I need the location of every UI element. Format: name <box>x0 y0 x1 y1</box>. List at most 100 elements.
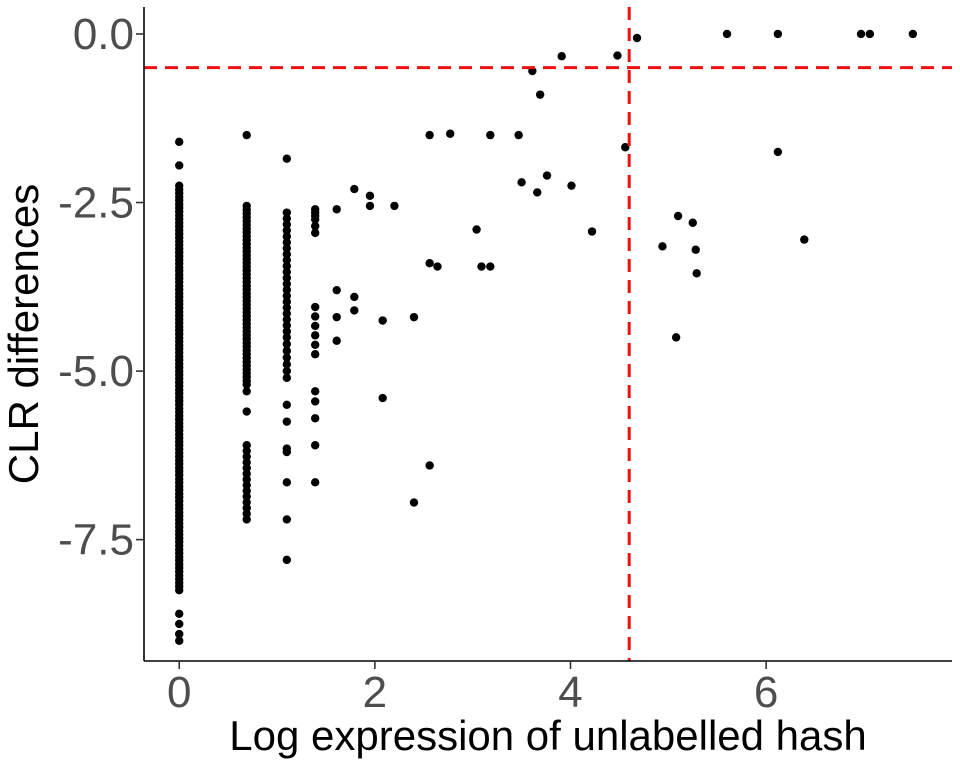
x-tick-label: 4 <box>558 668 582 717</box>
data-point <box>282 417 292 426</box>
data-point <box>671 333 681 342</box>
data-point <box>282 447 292 457</box>
data-point <box>692 269 701 278</box>
data-point <box>175 161 184 170</box>
data-point <box>310 478 320 487</box>
data-point <box>310 340 320 349</box>
data-point <box>332 205 341 214</box>
data-point <box>282 232 292 241</box>
y-tick-label: -2.5 <box>58 179 134 228</box>
data-point <box>486 130 495 140</box>
data-point <box>390 201 399 211</box>
data-point <box>409 312 419 322</box>
data-point <box>908 29 918 39</box>
data-point <box>282 208 292 217</box>
reference-lines <box>144 7 952 661</box>
data-point <box>282 244 292 253</box>
data-point <box>175 619 184 629</box>
data-point <box>282 321 292 330</box>
data-point <box>332 336 341 345</box>
data-point <box>773 29 783 39</box>
data-point <box>282 346 292 356</box>
data-point <box>425 130 434 140</box>
data-point <box>542 171 552 180</box>
data-point <box>282 238 292 247</box>
data-point <box>242 407 251 416</box>
data-point <box>587 227 597 236</box>
data-point <box>310 331 320 340</box>
data-point <box>242 515 251 524</box>
data-point <box>282 555 292 565</box>
data-point <box>332 312 341 322</box>
data-point <box>332 285 341 295</box>
data-point <box>282 285 292 295</box>
data-point <box>282 267 292 277</box>
data-point <box>310 387 320 396</box>
data-point <box>282 214 292 223</box>
data-point <box>282 279 292 289</box>
data-point <box>310 211 320 221</box>
data-point <box>282 400 292 409</box>
data-point <box>673 211 683 221</box>
data-point <box>282 303 292 312</box>
data-point <box>310 414 320 423</box>
data-point <box>425 461 434 470</box>
data-point <box>472 225 481 234</box>
data-point <box>282 309 292 318</box>
x-tick-label: 6 <box>754 668 778 717</box>
data-point <box>310 302 320 312</box>
data-point <box>800 235 809 244</box>
y-tick-label: -7.5 <box>58 516 134 565</box>
data-point <box>282 478 292 487</box>
data-point <box>282 515 292 524</box>
data-point <box>567 181 576 190</box>
data-point <box>688 218 697 227</box>
data-point <box>282 273 292 283</box>
data-point <box>310 350 320 359</box>
y-axis-ticks: 0.0 -2.5 -5.0 -7.5 <box>58 10 144 565</box>
data-point <box>282 291 292 300</box>
data-point <box>310 205 320 214</box>
data-point <box>175 609 184 618</box>
data-point <box>310 228 320 238</box>
data-point <box>773 147 783 157</box>
data-point <box>310 397 320 406</box>
data-point <box>282 250 292 259</box>
data-point <box>175 636 184 645</box>
data-point <box>242 380 251 389</box>
data-point <box>533 188 542 197</box>
data-point <box>365 201 375 211</box>
data-point <box>282 339 292 349</box>
data-point <box>486 262 495 271</box>
data-point <box>310 321 320 331</box>
data-point <box>365 191 375 200</box>
data-point <box>621 143 630 152</box>
data-point <box>310 221 320 231</box>
data-point <box>350 292 359 302</box>
data-point <box>865 29 875 39</box>
data-point <box>310 312 320 321</box>
data-point <box>282 220 292 229</box>
data-point <box>658 242 667 251</box>
data-point <box>282 353 292 362</box>
data-point <box>282 154 292 163</box>
data-point <box>350 184 359 194</box>
data-point <box>425 259 434 268</box>
data-point <box>175 629 184 639</box>
y-tick-label: -5.0 <box>58 347 134 396</box>
data-point <box>691 245 700 254</box>
data-point <box>409 498 419 507</box>
points-layer <box>175 29 918 645</box>
data-point <box>282 366 292 376</box>
data-point <box>378 393 387 403</box>
data-point <box>378 316 387 325</box>
data-point <box>282 333 292 342</box>
data-point <box>310 441 320 450</box>
data-point <box>350 306 359 315</box>
data-point <box>282 226 292 235</box>
data-point <box>722 29 732 39</box>
data-point <box>856 29 866 39</box>
data-point <box>535 90 545 99</box>
